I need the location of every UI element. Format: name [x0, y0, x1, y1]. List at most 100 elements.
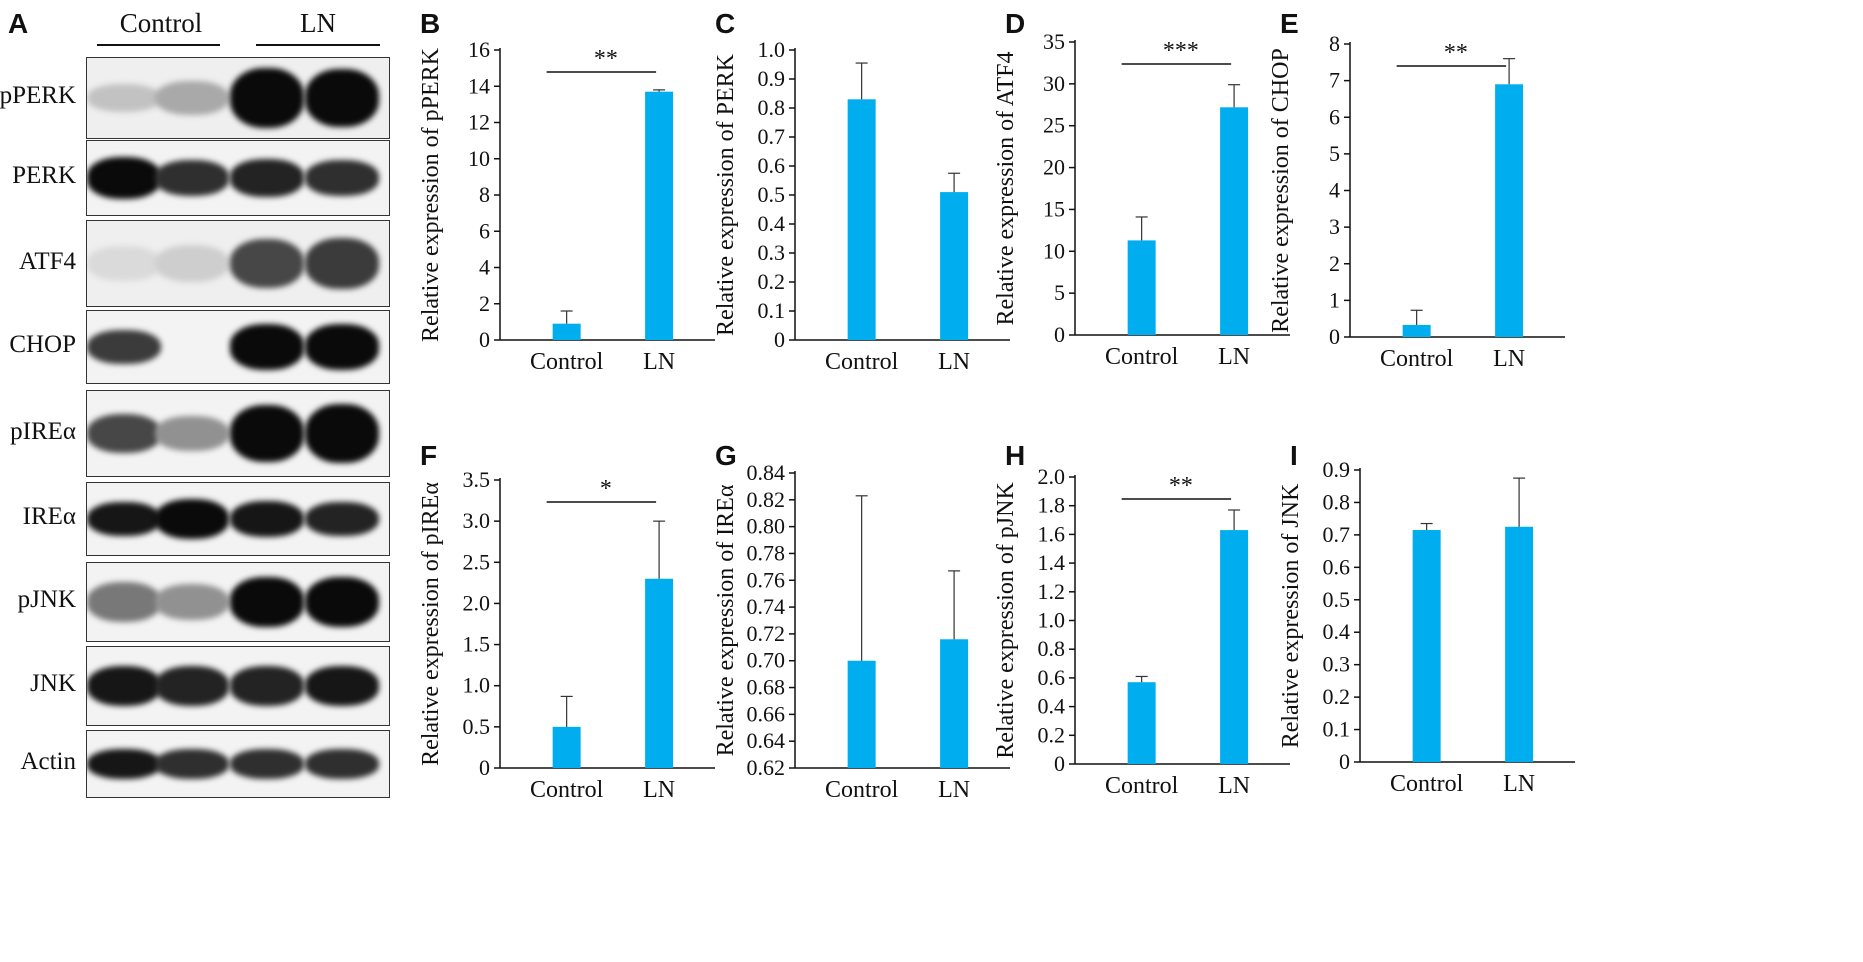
bar-control: [847, 99, 876, 340]
panel-letter-a: A: [8, 8, 29, 39]
y-tick-label: 0.8: [1038, 636, 1066, 661]
bar-ln: [940, 639, 969, 768]
y-tick-label: 0.70: [747, 648, 786, 673]
y-tick-label: 0: [479, 755, 490, 780]
y-tick-label: 1.4: [1038, 550, 1066, 575]
significance-marker: **: [1444, 40, 1468, 66]
blot-band: [155, 584, 229, 620]
chart-panel-g: G0.620.640.660.680.700.720.740.760.780.8…: [713, 440, 1010, 803]
y-tick-label: 0.74: [747, 594, 786, 619]
x-category-label: Control: [1380, 346, 1454, 372]
y-tick-label: 0.9: [758, 66, 786, 91]
y-tick-label: 1.8: [1038, 493, 1066, 518]
y-tick-label: 1.2: [1038, 579, 1066, 604]
bar-control: [1127, 240, 1156, 335]
blot-band: [230, 67, 304, 129]
y-tick-label: 2: [479, 291, 490, 316]
blot-band: [87, 83, 161, 113]
y-tick-label: 0: [1054, 751, 1065, 776]
y-tick-label: 0.4: [1323, 619, 1351, 644]
x-category-label: LN: [1218, 344, 1250, 370]
blot-band: [230, 577, 304, 627]
panel-letter: B: [420, 8, 440, 39]
y-tick-label: 0.4: [1038, 694, 1066, 719]
y-tick-label: 0.84: [747, 460, 786, 485]
y-axis-label: Relative expression of pIREα: [418, 482, 444, 766]
x-category-label: LN: [938, 777, 970, 803]
y-tick-label: 0.1: [758, 298, 786, 323]
y-tick-label: 1.5: [463, 632, 491, 657]
bar-control: [552, 323, 581, 340]
y-tick-label: 0.2: [1323, 684, 1351, 709]
blot-band: [155, 499, 229, 539]
y-tick-label: 0.5: [758, 182, 786, 207]
y-tick-label: 3: [1329, 214, 1340, 239]
panel-letter: I: [1290, 440, 1298, 471]
chart-panel-e: E 0 1 2 3 4 5 6 7 8 Relative expression of CHOP Con…: [1268, 8, 1565, 372]
y-tick-label: 0: [479, 327, 490, 352]
blot-image-chop: [86, 310, 390, 384]
blot-band: [155, 160, 229, 196]
significance-marker: **: [594, 46, 618, 72]
chart-panel-b: B 0 2 4 6 8 10 12 14 16 Relative expression of pPE…: [418, 8, 715, 375]
y-tick-label: 0.76: [747, 567, 786, 592]
blot-band: [230, 159, 304, 197]
y-tick-label: 12: [468, 110, 490, 135]
y-tick-label: 14: [468, 73, 490, 98]
y-tick-label: 0: [1339, 749, 1350, 774]
bar-ln: [1505, 526, 1534, 762]
y-tick-label: 0.64: [747, 728, 786, 753]
blot-row-label-jnk: JNK: [30, 670, 76, 697]
y-tick-label: 0.2: [1038, 722, 1066, 747]
bar-control: [1127, 682, 1156, 764]
blot-band: [87, 246, 161, 281]
significance-marker: **: [1169, 473, 1193, 499]
y-tick-label: 0.7: [758, 124, 786, 149]
blot-band: [155, 245, 229, 282]
bar-ln: [1220, 107, 1249, 335]
blot-row-label-pire: pIREα: [10, 417, 76, 445]
blot-row-label-ire: IREα: [22, 503, 76, 530]
y-axis-label: Relative expression of CHOP: [1268, 48, 1294, 333]
bar-ln: [645, 91, 674, 340]
blot-band: [230, 324, 304, 370]
panel-letter: F: [420, 440, 437, 471]
y-tick-label: 0.1: [1323, 717, 1351, 742]
blot-band: [230, 238, 304, 289]
y-tick-label: 15: [1043, 196, 1065, 221]
y-tick-label: 0.6: [1323, 554, 1351, 579]
x-category-label: LN: [643, 777, 675, 803]
panel-letter: C: [715, 8, 735, 39]
y-tick-label: 7: [1329, 68, 1340, 93]
y-tick-label: 10: [468, 146, 490, 171]
blot-band: [305, 666, 379, 706]
y-tick-label: 30: [1043, 71, 1065, 96]
y-tick-label: 0.66: [747, 701, 786, 726]
blot-band: [305, 237, 379, 290]
y-tick-label: 16: [468, 37, 490, 62]
y-tick-label: 6: [1329, 104, 1340, 129]
bar-ln: [1495, 84, 1524, 337]
x-category-label: Control: [1105, 773, 1179, 799]
significance-marker: *: [600, 476, 612, 502]
blot-band: [87, 748, 161, 779]
chart-panel-c: C 0 0.1 0.2 0.3 0.4 0.5 0.6 0.7 0.8 0.9 1.0 Relative…: [713, 8, 1010, 375]
x-category-label: Control: [825, 349, 899, 375]
y-tick-label: 0.62: [747, 755, 786, 780]
blot-image-actin: [86, 730, 390, 798]
blot-image-atf4: [86, 220, 390, 307]
y-tick-label: 2.0: [463, 590, 491, 615]
y-tick-label: 4: [479, 255, 490, 280]
blot-band: [87, 501, 161, 537]
chart-panel-h: H 0 0.2 0.4 0.6 0.8 1.0 1.2 1.4 1.6 1.8 2.0 Relative…: [993, 440, 1290, 799]
y-tick-label: 0: [1329, 324, 1340, 349]
blot-image-perk: [86, 140, 390, 216]
chart-panel-d: D 0 5 10 15 20 25 30 35 Relative expression of AT…: [993, 8, 1290, 370]
blot-band: [305, 501, 379, 537]
y-tick-label: 2.0: [1038, 464, 1066, 489]
blot-band: [305, 324, 379, 370]
y-tick-label: 1: [1329, 287, 1340, 312]
bar-ln: [645, 578, 674, 768]
blot-band: [87, 582, 161, 622]
blot-band: [87, 329, 161, 365]
